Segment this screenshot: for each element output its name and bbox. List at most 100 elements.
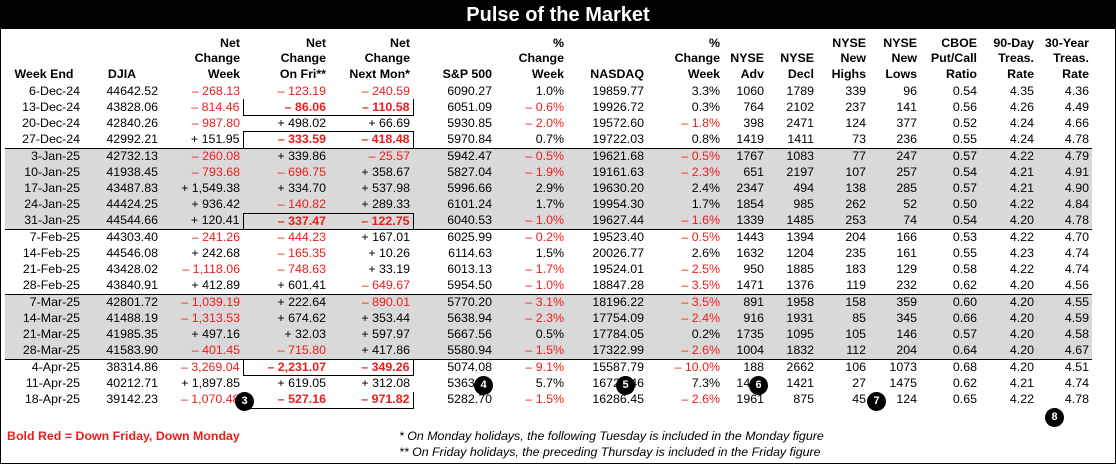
cell-sp500: 5996.66 xyxy=(413,180,495,197)
col-header-line: Change xyxy=(194,51,240,65)
cell-nyse-adv: 651 xyxy=(723,164,767,181)
col-header-line: Net xyxy=(390,35,410,50)
cell-cboe-ratio: 0.62 xyxy=(952,376,977,391)
cell-nyse-decl: 1832 xyxy=(767,343,817,360)
col-header-line: DJIA xyxy=(107,66,137,81)
cell-week-end: 4-Apr-25 xyxy=(5,358,83,376)
cell-djia: 42732.13 xyxy=(83,147,161,165)
cell-cboe-ratio: 0.52 xyxy=(952,116,977,131)
cell-treas-30y: 4.74 xyxy=(1064,262,1089,277)
cell-treas-90d: 4.20 xyxy=(1009,278,1034,293)
cell-cboe-ratio: 0.64 xyxy=(920,343,980,360)
cell-nasdaq: 18196.22 xyxy=(567,293,647,311)
cell-cboe-ratio: 0.55 xyxy=(952,246,977,261)
cell-week-end: 21-Feb-25 xyxy=(22,262,80,277)
cell-treas-30y: 4.36 xyxy=(1064,83,1089,98)
cell-week-end: 7-Mar-25 xyxy=(5,293,83,311)
cell-nyse-adv: 1004 xyxy=(723,343,767,360)
cell-sp500-pct: – 1.5% xyxy=(525,392,564,407)
cell-sp500-pct: – 1.9% xyxy=(495,164,567,181)
cell-sp500-pct: 0.7% xyxy=(535,132,564,147)
cell-djia: 38314.86 xyxy=(83,358,161,376)
table-body: 6-Dec-24 44642.52 – 268.13 – 123.19 – 240.59… xyxy=(5,83,1092,409)
cell-nasdaq: 19524.01 xyxy=(592,262,644,277)
cell-nyse-lows: 52 xyxy=(869,196,920,213)
cell-djia: 42840.26 xyxy=(106,116,158,131)
cell-nyse-decl: 1095 xyxy=(767,326,817,343)
cell-treas-90d: 4.20 xyxy=(980,293,1037,311)
col-header-line: 30-Year xyxy=(1044,35,1089,50)
col-header-line: Rate xyxy=(1062,66,1089,81)
cell-sp500: 6101.24 xyxy=(413,196,495,213)
cell-net-change-week: – 814.46 xyxy=(191,99,240,114)
cell-week-end: 31-Jan-25 xyxy=(5,213,83,230)
cell-nyse-decl: 1789 xyxy=(786,83,814,98)
col-header-line: Highs xyxy=(831,66,866,81)
cell-net-change-week: + 936.42 xyxy=(161,196,243,213)
col-header-cboe-ratio: CBOE Put/Call Ratio xyxy=(920,31,980,83)
cell-net-change-fri: – 140.82 xyxy=(243,196,329,213)
cell-week-end: 20-Dec-24 xyxy=(22,116,80,131)
cell-treas-90d: 4.22 xyxy=(980,196,1037,213)
cell-nyse-decl: 2102 xyxy=(786,99,814,114)
cell-nasdaq-pct: – 2.6% xyxy=(647,343,723,360)
table-row: 17-Jan-25 43487.83 + 1,549.38 + 334.70 + 537… xyxy=(5,180,1092,197)
col-header-line: Week End xyxy=(14,66,74,81)
cell-cboe-ratio: 0.54 xyxy=(920,213,980,230)
cell-week-end: 6-Dec-24 xyxy=(29,83,80,98)
cell-nasdaq-pct: – 3.5% xyxy=(681,278,720,293)
col-header-line: Lows xyxy=(885,66,917,81)
cell-net-change-week: – 1,039.19 xyxy=(161,293,243,311)
col-header-week-end: Week End xyxy=(5,31,83,83)
cell-treas-30y: 4.84 xyxy=(1037,196,1092,213)
col-header-line: Change xyxy=(518,51,564,65)
cell-sp500: 5930.85 xyxy=(447,116,492,131)
cell-nyse-adv: 1961 xyxy=(736,392,764,407)
cell-sp500: 5827.04 xyxy=(413,164,495,181)
col-header-sp500: S&P 500 xyxy=(413,31,495,83)
table-row: 21-Feb-25 43428.02 – 1,118.06 – 748.63 + 33.… xyxy=(5,262,1092,278)
cell-net-change-week: – 268.13 xyxy=(191,83,240,98)
cell-nyse-decl: 2471 xyxy=(786,116,814,131)
col-header-line: Adv xyxy=(740,66,764,81)
cell-net-change-mon: + 167.01 xyxy=(329,228,413,246)
cell-nyse-highs: 107 xyxy=(817,164,869,181)
cell-nasdaq-pct: 2.6% xyxy=(691,246,720,261)
cell-net-change-week: + 1,897.85 xyxy=(181,376,240,391)
cell-nyse-decl: 1204 xyxy=(786,246,814,261)
cell-net-change-week: + 242.68 xyxy=(191,246,240,261)
cell-week-end: 18-Apr-25 xyxy=(24,392,80,407)
col-header-line: NYSE xyxy=(832,35,866,50)
cell-sp500: 5770.20 xyxy=(413,293,495,311)
col-header-line: Week xyxy=(207,66,240,81)
cell-nyse-lows: 232 xyxy=(896,278,917,293)
cell-djia: 44303.40 xyxy=(83,228,161,246)
cell-nyse-highs: 183 xyxy=(845,262,866,277)
col-header-nasdaq-pct: % Change Week xyxy=(647,31,723,83)
cell-week-end: 28-Mar-25 xyxy=(5,343,83,360)
cell-net-change-week: + 497.16 xyxy=(161,326,243,343)
cell-nyse-decl: 2197 xyxy=(767,164,817,181)
col-header-line: New xyxy=(891,51,917,65)
cell-sp500-pct: – 0.6% xyxy=(525,99,564,114)
cell-nasdaq-pct: 1.7% xyxy=(647,196,723,213)
cell-nyse-highs: 158 xyxy=(817,293,869,311)
cell-sp500-pct: – 1.5% xyxy=(495,343,567,360)
cell-week-end: 14-Mar-25 xyxy=(5,310,83,327)
cell-sp500-pct: – 9.1% xyxy=(495,358,567,376)
cell-nyse-decl: 1485 xyxy=(767,213,817,230)
cell-djia: 42992.21 xyxy=(106,132,158,147)
cell-nyse-adv: 764 xyxy=(743,99,764,114)
cell-djia: 41938.45 xyxy=(83,164,161,181)
cell-nasdaq-pct: – 2.6% xyxy=(681,392,720,407)
cell-sp500-pct: 2.9% xyxy=(495,180,567,197)
cell-net-change-fri: – 337.47 xyxy=(242,212,329,230)
cell-week-end: 7-Feb-25 xyxy=(5,228,83,246)
cell-nasdaq: 19859.77 xyxy=(592,83,644,98)
cell-treas-90d: 4.24 xyxy=(1009,116,1034,131)
col-header-line: % xyxy=(552,35,564,50)
cell-net-change-mon: – 971.82 xyxy=(329,391,414,409)
cell-nasdaq-pct: 7.3% xyxy=(691,376,720,391)
cell-cboe-ratio: 0.57 xyxy=(920,180,980,197)
cell-djia: 43487.83 xyxy=(83,180,161,197)
